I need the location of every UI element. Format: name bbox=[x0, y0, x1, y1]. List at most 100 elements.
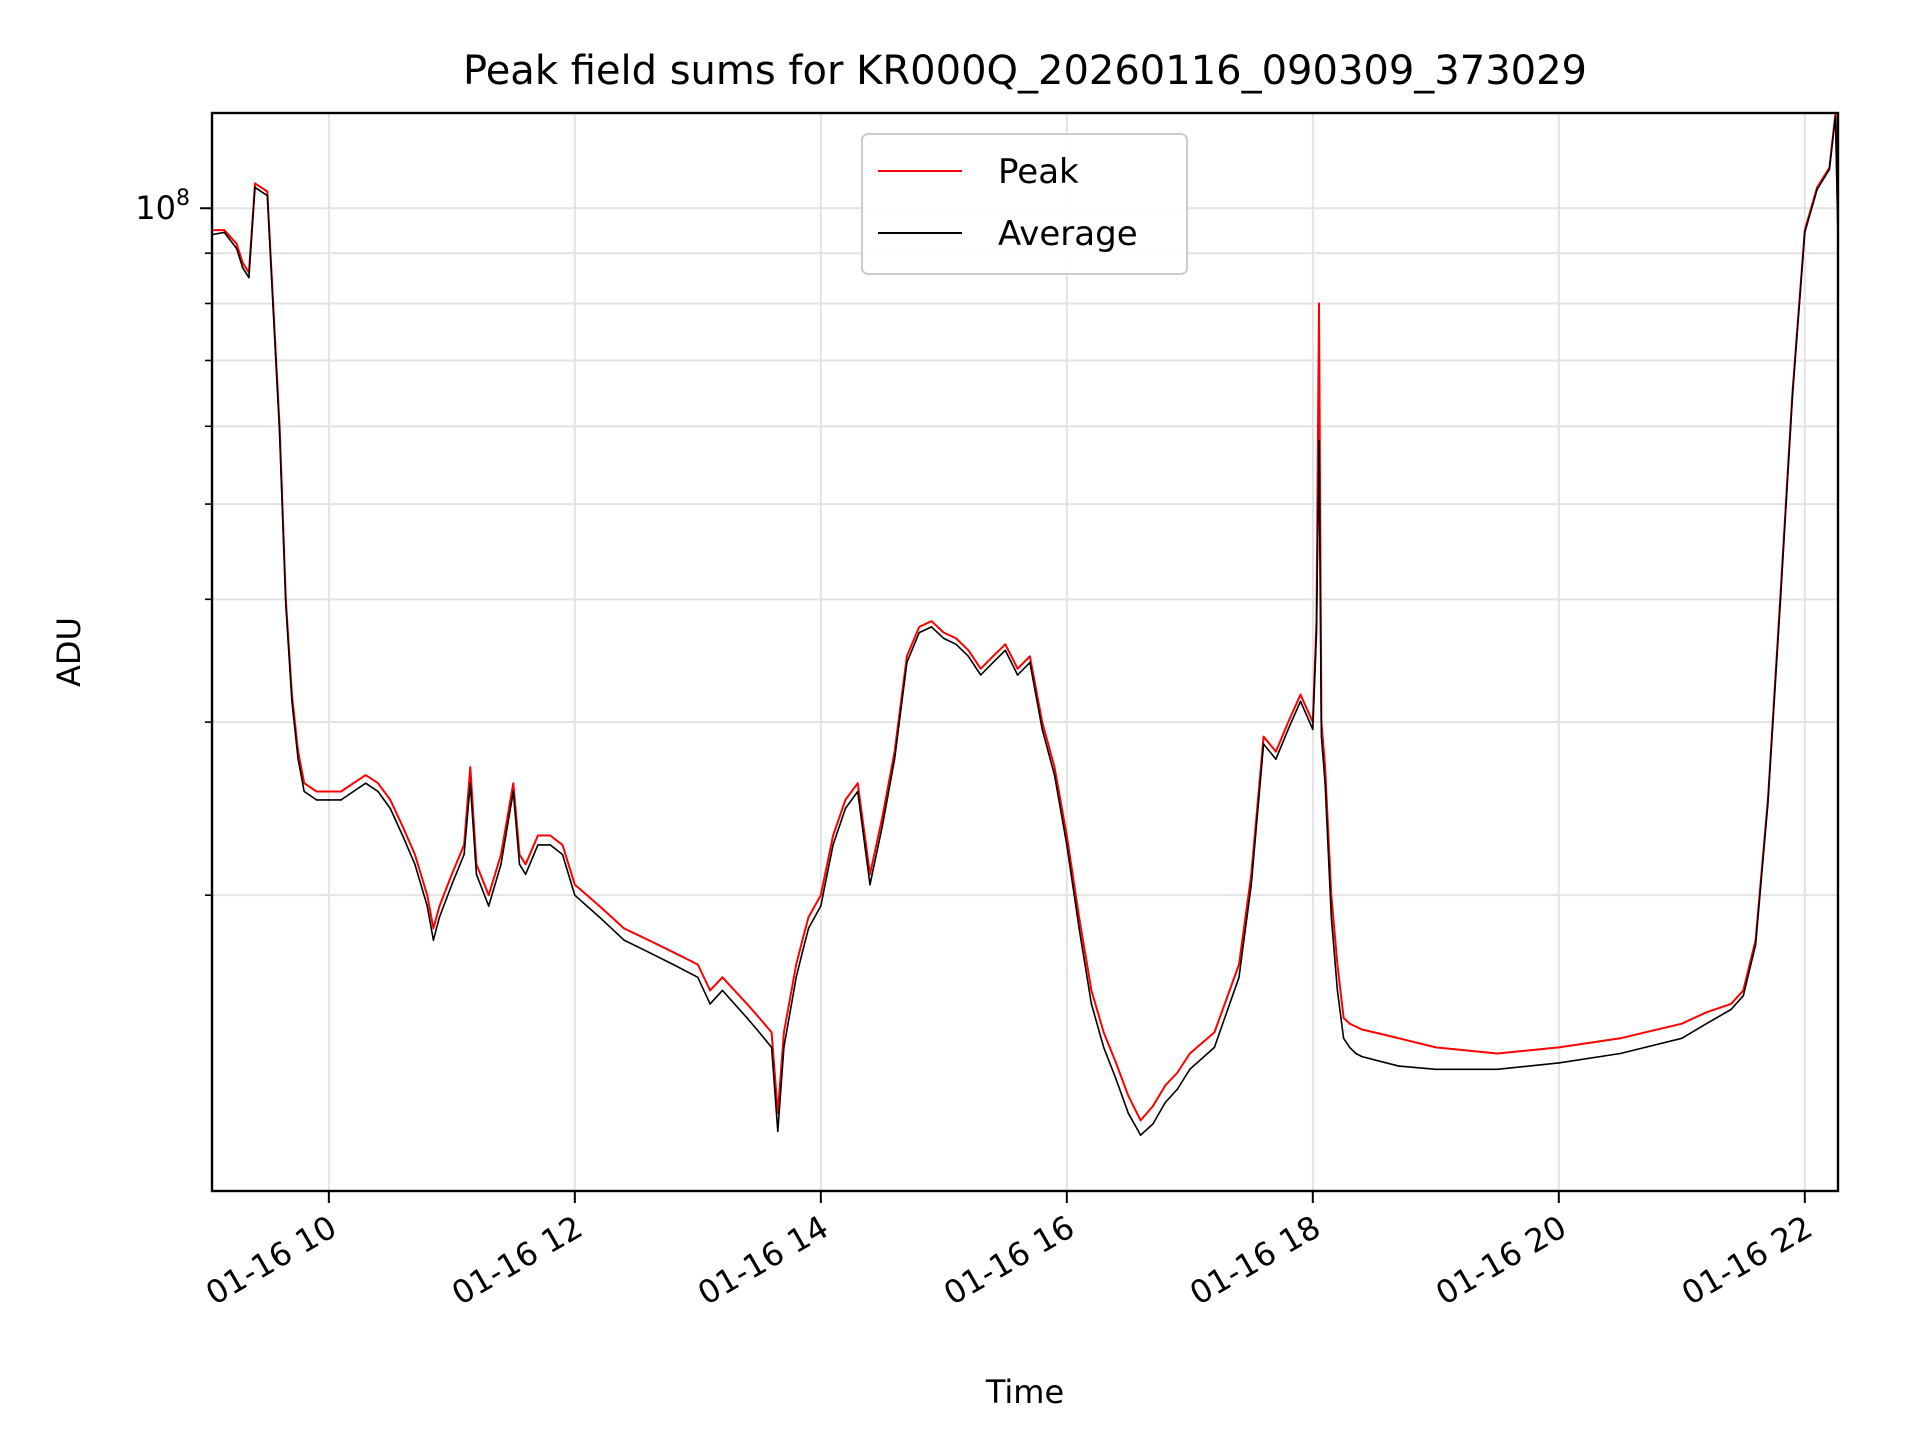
data-point bbox=[869, 873, 871, 876]
data-point bbox=[1355, 1052, 1357, 1055]
data-point bbox=[1361, 1028, 1363, 1031]
data-point bbox=[1779, 603, 1781, 606]
data-point bbox=[777, 1112, 779, 1114]
data-point bbox=[832, 844, 834, 846]
data-point bbox=[364, 782, 367, 784]
data-point bbox=[266, 194, 269, 197]
data-point bbox=[223, 229, 226, 231]
data-point bbox=[1373, 1059, 1376, 1061]
data-point bbox=[223, 231, 226, 234]
series-layer bbox=[211, 112, 1839, 1136]
data-point bbox=[235, 247, 238, 250]
data-point bbox=[328, 790, 330, 793]
data-point bbox=[1275, 758, 1277, 760]
data-point bbox=[377, 790, 379, 793]
data-point bbox=[844, 807, 847, 810]
data-point bbox=[389, 799, 392, 801]
data-point bbox=[758, 1017, 761, 1019]
data-point bbox=[574, 894, 576, 896]
data-point bbox=[943, 637, 945, 640]
x-tick-label-5: 01-16 20 bbox=[1429, 1208, 1573, 1313]
data-point bbox=[623, 927, 625, 930]
data-point bbox=[647, 951, 650, 953]
data-point bbox=[795, 976, 797, 979]
data-point bbox=[1754, 944, 1757, 946]
data-point bbox=[487, 905, 490, 907]
data-point bbox=[801, 939, 804, 941]
data-point bbox=[1324, 782, 1326, 784]
data-point bbox=[979, 674, 982, 676]
data-point bbox=[512, 782, 515, 784]
data-point bbox=[1828, 168, 1831, 171]
data-point bbox=[432, 939, 435, 941]
data-point bbox=[1176, 1088, 1179, 1090]
data-point bbox=[746, 1003, 748, 1005]
data-point bbox=[801, 951, 804, 953]
data-point bbox=[1742, 995, 1745, 997]
data-point bbox=[1342, 1017, 1345, 1019]
data-point bbox=[1315, 631, 1318, 634]
data-point bbox=[1139, 1134, 1142, 1136]
data-point bbox=[364, 774, 367, 776]
data-point bbox=[475, 873, 478, 876]
data-point bbox=[918, 626, 920, 628]
data-point bbox=[930, 620, 933, 622]
data-point bbox=[967, 655, 970, 658]
legend-label-peak: Peak bbox=[998, 152, 1079, 192]
data-point bbox=[721, 989, 724, 992]
data-point bbox=[1348, 1022, 1351, 1025]
data-point bbox=[1238, 963, 1240, 966]
data-point bbox=[770, 1046, 773, 1049]
data-point bbox=[1029, 655, 1031, 658]
x-tick-label-6: 01-16 22 bbox=[1675, 1208, 1819, 1313]
series-points-peak bbox=[211, 112, 1839, 1122]
data-point bbox=[881, 825, 884, 828]
data-point bbox=[746, 1017, 748, 1019]
data-point bbox=[1164, 1101, 1166, 1104]
data-point bbox=[943, 631, 945, 634]
data-point bbox=[524, 863, 527, 866]
data-point bbox=[352, 782, 355, 784]
data-point bbox=[1287, 728, 1289, 731]
data-point bbox=[1238, 976, 1240, 979]
data-point bbox=[697, 976, 699, 979]
data-point bbox=[1496, 1068, 1499, 1071]
data-point bbox=[1189, 1068, 1191, 1071]
data-point bbox=[1791, 394, 1794, 397]
data-point bbox=[235, 243, 238, 245]
data-point bbox=[1318, 439, 1320, 442]
y-tick-label-exponent: 8 bbox=[176, 186, 190, 211]
data-point bbox=[709, 1003, 711, 1005]
data-point bbox=[1152, 1123, 1154, 1125]
data-point bbox=[254, 182, 256, 185]
data-point bbox=[1324, 766, 1326, 768]
data-point bbox=[598, 916, 601, 918]
data-point bbox=[1213, 1031, 1216, 1034]
data-point bbox=[672, 951, 674, 953]
data-point bbox=[1066, 834, 1068, 837]
y-tick-label-0: 108 bbox=[135, 186, 190, 227]
data-point bbox=[795, 963, 797, 966]
data-point bbox=[1355, 1025, 1357, 1028]
data-point bbox=[241, 266, 244, 269]
data-point bbox=[512, 790, 515, 793]
data-point bbox=[561, 844, 564, 846]
data-point bbox=[438, 905, 441, 907]
data-point bbox=[518, 863, 521, 866]
data-point bbox=[844, 799, 847, 801]
data-point bbox=[315, 799, 318, 801]
data-point bbox=[1619, 1037, 1622, 1040]
data-point bbox=[1139, 1119, 1142, 1122]
data-point bbox=[432, 927, 435, 930]
x-axis-label: Time bbox=[985, 1373, 1064, 1411]
data-point bbox=[758, 1031, 761, 1034]
data-point bbox=[1730, 1003, 1732, 1005]
data-point bbox=[1016, 674, 1019, 676]
plot-frame bbox=[210, 111, 1840, 1193]
data-point bbox=[1299, 700, 1302, 703]
data-point bbox=[1342, 1037, 1345, 1040]
data-point bbox=[1373, 1031, 1376, 1034]
series-line-average bbox=[211, 115, 1839, 1136]
chart-title: Peak field sums for KR000Q_20260116_0903… bbox=[463, 48, 1587, 94]
